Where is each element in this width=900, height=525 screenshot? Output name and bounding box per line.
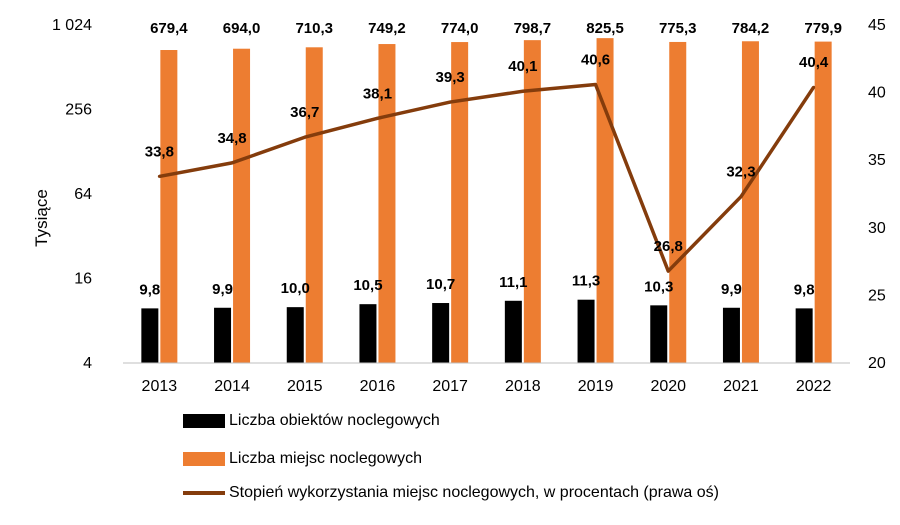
y-left-tick-label: 256 — [65, 102, 92, 119]
bar-objects — [577, 299, 595, 363]
bar-beds — [451, 42, 469, 364]
data-label-objects: 10,7 — [426, 276, 455, 293]
bar-objects — [795, 308, 813, 363]
x-tick-label: 2015 — [287, 378, 323, 395]
legend-label-objects: Liczba obiektów noclegowych — [229, 412, 440, 429]
x-tick-label: 2014 — [214, 378, 250, 395]
data-label-occupancy: 40,4 — [799, 54, 829, 71]
x-tick-label: 2020 — [650, 378, 686, 395]
data-label-occupancy: 39,3 — [436, 69, 465, 86]
point-occupancy — [230, 161, 234, 165]
bar-beds — [814, 41, 832, 363]
data-label-occupancy: 26,8 — [654, 238, 683, 255]
data-label-beds: 679,4 — [150, 20, 188, 37]
data-label-occupancy: 33,8 — [145, 143, 174, 160]
bar-beds — [741, 41, 759, 363]
point-occupancy — [594, 82, 598, 86]
legend-swatch-occupancy — [183, 491, 225, 495]
bar-objects — [722, 307, 740, 363]
bar-objects — [504, 300, 522, 363]
bar-objects — [286, 307, 304, 363]
data-label-objects: 9,9 — [212, 281, 233, 298]
y-right-tick-label: 20 — [868, 355, 886, 372]
bar-objects — [650, 305, 668, 363]
y-left-tick-label: 64 — [74, 186, 92, 203]
data-label-objects: 10,0 — [281, 280, 310, 297]
x-tick-label: 2018 — [505, 378, 541, 395]
bar-objects — [359, 304, 377, 363]
legend-swatch-objects — [183, 414, 225, 428]
bar-beds — [523, 40, 541, 363]
point-occupancy — [157, 174, 161, 178]
point-occupancy — [521, 89, 525, 93]
y-right-tick-label: 30 — [868, 220, 886, 237]
bar-beds — [596, 38, 614, 364]
data-label-beds: 749,2 — [368, 20, 406, 37]
data-label-occupancy: 40,6 — [581, 51, 610, 68]
point-occupancy — [739, 195, 743, 199]
data-label-beds: 825,5 — [586, 20, 624, 37]
point-occupancy — [812, 85, 816, 89]
data-label-beds: 774,0 — [441, 20, 479, 37]
data-label-objects: 10,3 — [644, 278, 673, 295]
y-right-tick-label: 40 — [868, 85, 886, 102]
x-tick-label: 2017 — [432, 378, 468, 395]
bar-beds — [669, 41, 687, 364]
y-axis-left-title: Tysiące — [32, 189, 51, 247]
x-tick-label: 2019 — [578, 378, 614, 395]
data-label-occupancy: 32,3 — [726, 164, 755, 181]
x-tick-label: 2022 — [796, 378, 832, 395]
bar-beds — [233, 48, 251, 363]
data-label-beds: 798,7 — [514, 20, 552, 37]
legend-label-occupancy: Stopień wykorzystania miejsc noclegowych… — [229, 484, 719, 501]
legend-swatch-beds — [183, 452, 225, 466]
y-left-tick-label: 16 — [74, 271, 92, 288]
x-tick-label: 2021 — [723, 378, 759, 395]
x-tick-label: 2016 — [360, 378, 396, 395]
point-occupancy — [666, 269, 670, 273]
data-label-objects: 9,8 — [139, 281, 160, 298]
legend-item-beds: Liczba miejsc noclegowych — [183, 450, 422, 468]
bar-beds — [378, 44, 396, 364]
y-left-tick-label: 4 — [83, 355, 92, 372]
data-label-objects: 9,9 — [721, 281, 742, 298]
legend-label-beds: Liczba miejsc noclegowych — [229, 450, 422, 467]
y-right-tick-label: 35 — [868, 152, 886, 169]
bar-objects — [432, 303, 450, 363]
point-occupancy — [448, 100, 452, 104]
data-label-occupancy: 38,1 — [363, 85, 392, 102]
bar-objects — [141, 308, 159, 363]
bar-beds — [305, 47, 323, 364]
legend-item-occupancy: Stopień wykorzystania miejsc noclegowych… — [183, 484, 719, 502]
legend-item-objects: Liczba obiektów noclegowych — [183, 412, 440, 430]
point-occupancy — [375, 116, 379, 120]
point-occupancy — [303, 135, 307, 139]
data-label-objects: 11,3 — [572, 273, 600, 290]
line-occupancy — [159, 82, 816, 273]
data-label-beds: 775,3 — [659, 20, 697, 37]
data-label-occupancy: 40,1 — [508, 58, 537, 75]
x-tick-label: 2013 — [142, 378, 178, 395]
data-label-objects: 10,5 — [353, 277, 382, 294]
data-label-objects: 11,1 — [499, 274, 527, 291]
y-left-tick-label: 1 024 — [52, 17, 92, 34]
data-label-beds: 779,9 — [804, 20, 842, 37]
data-label-beds: 710,3 — [295, 20, 333, 37]
y-right-tick-label: 45 — [868, 17, 886, 34]
y-right-tick-label: 25 — [868, 287, 886, 304]
data-label-occupancy: 34,8 — [217, 130, 246, 147]
data-label-objects: 9,8 — [794, 281, 815, 298]
data-label-beds: 694,0 — [223, 20, 261, 37]
data-label-beds: 784,2 — [732, 20, 770, 37]
data-label-occupancy: 36,7 — [290, 104, 319, 121]
bar-objects — [214, 307, 232, 363]
bar-beds — [160, 50, 178, 363]
